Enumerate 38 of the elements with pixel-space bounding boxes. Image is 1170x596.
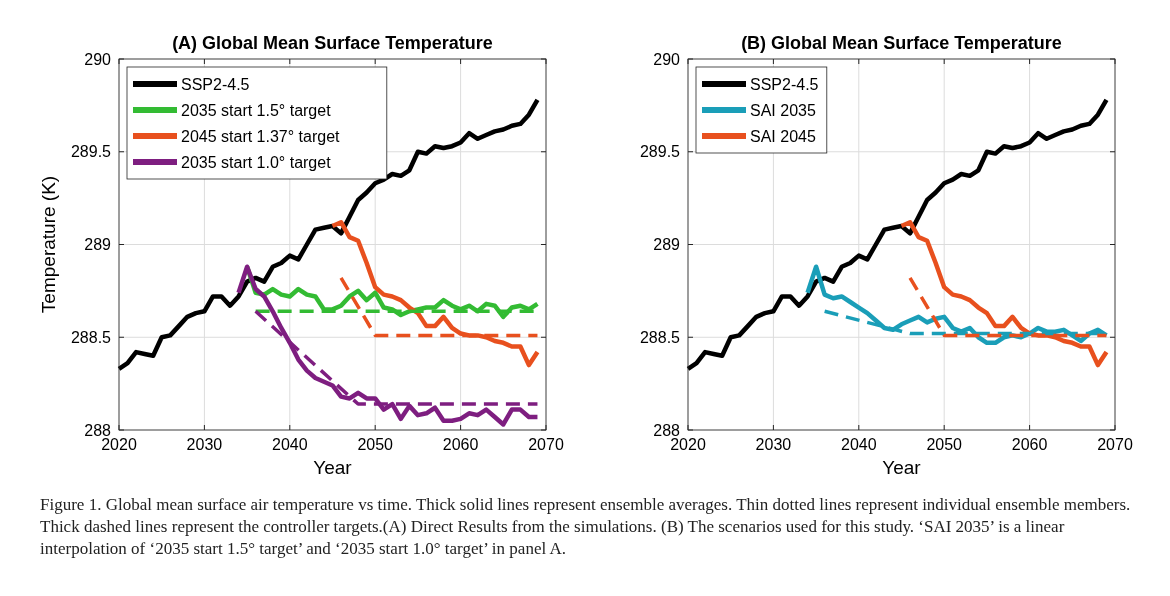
y-tick-label: 289: [84, 236, 112, 254]
x-tick-label: 2040: [841, 436, 877, 453]
y-tick-label: 288.5: [639, 328, 681, 346]
legend-label: SAI 2045: [750, 127, 816, 145]
legend-label: 2035 start 1.0° target: [181, 153, 332, 171]
caption: Figure 1. Global mean surface air temperature vs time. Thick solid lines represent ensemble averages. Thin dotted lines represent individual ensemble members. Thick dashed lines represent the controller targets.(A) Direct Results from the simulations. (B) The scenarios used for this study. ‘SAI 2035’ is a linear interpolation of ‘2035 start 1.5° target’ and ‘2035 start 1.0° target’ in panel A.: [40, 494, 1132, 560]
y-tick-label: 289.5: [70, 143, 112, 161]
x-axis-title: Year: [313, 457, 353, 478]
x-tick-label: 2030: [755, 436, 792, 453]
legend-label: 2035 start 1.5° target: [181, 101, 332, 119]
x-tick-label: 2030: [186, 436, 223, 453]
chart-title: (A) Global Mean Surface Temperature: [172, 33, 493, 53]
x-tick-label: 2070: [528, 436, 564, 453]
x-tick-label: 2060: [1011, 436, 1048, 453]
y-tick-label: 288: [653, 421, 681, 439]
legend-label: SAI 2035: [750, 101, 816, 119]
line-series: [899, 219, 1109, 368]
legend-label: SSP2-4.5: [750, 75, 819, 93]
x-tick-label: 2050: [357, 436, 394, 453]
y-tick-label: 290: [84, 50, 112, 68]
x-tick-label: 2070: [1097, 436, 1133, 453]
line-series: [330, 219, 540, 368]
legend-label: SSP2-4.5: [181, 75, 250, 93]
line-series: [236, 264, 540, 427]
x-tick-label: 2040: [272, 436, 308, 453]
x-tick-label: 2020: [101, 436, 137, 453]
legend-label: 2045 start 1.37° target: [181, 127, 341, 145]
y-tick-label: 288: [84, 421, 112, 439]
y-tick-label: 289: [653, 236, 681, 254]
y-tick-label: 288.5: [70, 328, 112, 346]
y-axis-title: Temperature (K): [38, 175, 59, 314]
x-tick-label: 2020: [670, 436, 706, 453]
x-tick-label: 2050: [926, 436, 963, 453]
y-tick-label: 289.5: [639, 143, 681, 161]
y-tick-label: 290: [653, 50, 681, 68]
x-axis-title: Year: [882, 457, 922, 478]
x-tick-label: 2060: [442, 436, 479, 453]
chart-title: (B) Global Mean Surface Temperature: [741, 33, 1062, 53]
